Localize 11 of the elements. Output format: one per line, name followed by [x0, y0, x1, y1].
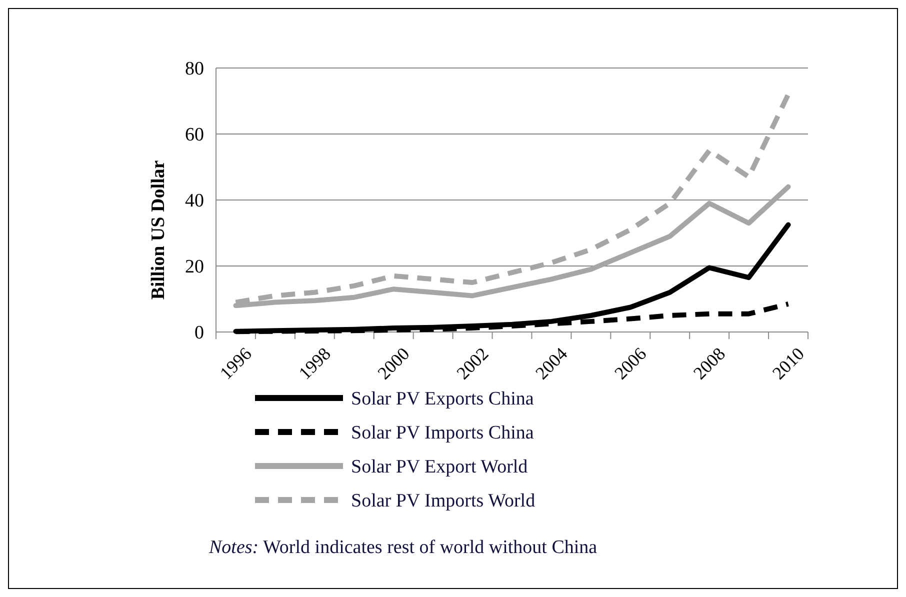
y-tick-label: 60 [185, 124, 204, 146]
y-tick-label: 80 [185, 58, 204, 80]
y-tick-label: 40 [185, 190, 204, 212]
legend-label: Solar PV Imports China [351, 422, 534, 444]
y-tick-label: 0 [194, 322, 204, 344]
legend-label: Solar PV Export World [351, 456, 528, 478]
legend-label: Solar PV Exports China [351, 388, 534, 410]
y-tick-label: 20 [185, 256, 204, 278]
text: Notes: World indicates rest of world without China [208, 537, 598, 558]
legend-label: Solar PV Imports World [351, 490, 536, 512]
y-axis-title: Billion US Dollar [148, 160, 169, 300]
